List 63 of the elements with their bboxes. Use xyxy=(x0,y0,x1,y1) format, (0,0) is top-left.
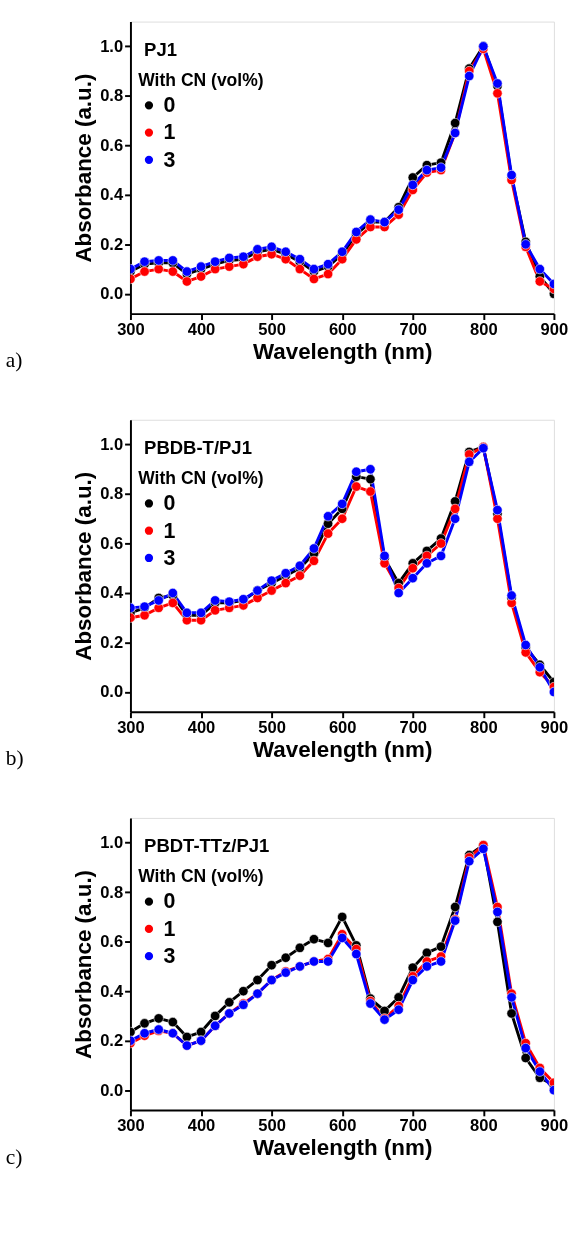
legend-title: With CN (vol%) xyxy=(138,69,264,90)
y-tick-label: 0.4 xyxy=(100,185,124,205)
text: a) xyxy=(5,348,23,373)
y-tick-label: 1.0 xyxy=(100,833,124,853)
y-axis-title: Absorbance (a.u.) xyxy=(71,471,97,661)
y-tick-label: 0.0 xyxy=(100,682,124,702)
x-axis-title: Wavelength (nm) xyxy=(252,338,433,364)
x-tick-label: 600 xyxy=(328,717,357,737)
y-tick-label: 0.0 xyxy=(100,1080,124,1100)
x-tick-label: 300 xyxy=(117,717,145,737)
x-tick-label: 800 xyxy=(470,1115,498,1135)
x-tick-label: 800 xyxy=(470,319,498,339)
x-tick-label: 400 xyxy=(187,1115,216,1135)
legend-label: 3 xyxy=(163,943,176,968)
y-tick-label: 0.6 xyxy=(100,533,124,553)
x-tick-label: 900 xyxy=(540,319,569,339)
x-tick-label: 500 xyxy=(258,717,286,737)
x-tick-label: 700 xyxy=(399,319,428,339)
x-tick-label: 500 xyxy=(258,1115,286,1135)
text: PBDB-T/PJ1 xyxy=(144,436,252,458)
y-tick-label: 0.2 xyxy=(100,1031,124,1051)
legend-label: 3 xyxy=(163,545,176,570)
y-tick-label: 0.2 xyxy=(100,632,124,652)
x-tick-label: 500 xyxy=(258,319,286,339)
y-tick-label: 0.4 xyxy=(100,981,124,1001)
legend-label: 0 xyxy=(163,889,176,914)
y-tick-label: 0.6 xyxy=(100,135,124,155)
x-tick-label: 900 xyxy=(540,1115,569,1135)
x-tick-label: 400 xyxy=(187,319,216,339)
y-tick-label: 1.0 xyxy=(100,36,124,56)
legend-title: With CN (vol%) xyxy=(138,866,264,887)
y-tick-label: 0.4 xyxy=(100,583,124,603)
legend-title: With CN (vol%) xyxy=(138,468,264,489)
y-tick-label: 0.0 xyxy=(100,284,124,304)
y-tick-label: 0.8 xyxy=(100,882,124,902)
x-tick-label: 700 xyxy=(399,1115,428,1135)
x-tick-label: 300 xyxy=(117,1115,145,1135)
y-axis-title: Absorbance (a.u.) xyxy=(71,869,97,1059)
legend-label: 3 xyxy=(163,147,176,172)
y-tick-label: 0.8 xyxy=(100,86,124,106)
x-tick-label: 700 xyxy=(399,717,428,737)
y-tick-label: 1.0 xyxy=(100,434,124,454)
y-axis-title: Absorbance (a.u.) xyxy=(71,73,97,263)
x-axis-title: Wavelength (nm) xyxy=(252,737,433,763)
x-tick-label: 600 xyxy=(328,1115,357,1135)
x-tick-label: 900 xyxy=(540,717,569,737)
text: b) xyxy=(5,746,24,771)
text: c) xyxy=(5,1144,23,1169)
x-tick-label: 800 xyxy=(470,717,498,737)
y-tick-label: 0.8 xyxy=(100,484,124,504)
x-tick-label: 300 xyxy=(117,319,145,339)
legend-label: 1 xyxy=(163,518,176,543)
y-tick-label: 0.6 xyxy=(100,932,124,952)
text: PJ1 xyxy=(144,38,177,60)
legend-label: 1 xyxy=(163,120,176,145)
y-tick-label: 0.2 xyxy=(100,234,124,254)
x-axis-title: Wavelength (nm) xyxy=(252,1135,433,1161)
legend-label: 1 xyxy=(163,916,176,941)
text: PBDT-TTz/PJ1 xyxy=(144,834,270,856)
legend-label: 0 xyxy=(163,93,176,118)
x-tick-label: 600 xyxy=(328,319,357,339)
legend-label: 0 xyxy=(163,491,176,516)
x-tick-label: 400 xyxy=(187,717,216,737)
